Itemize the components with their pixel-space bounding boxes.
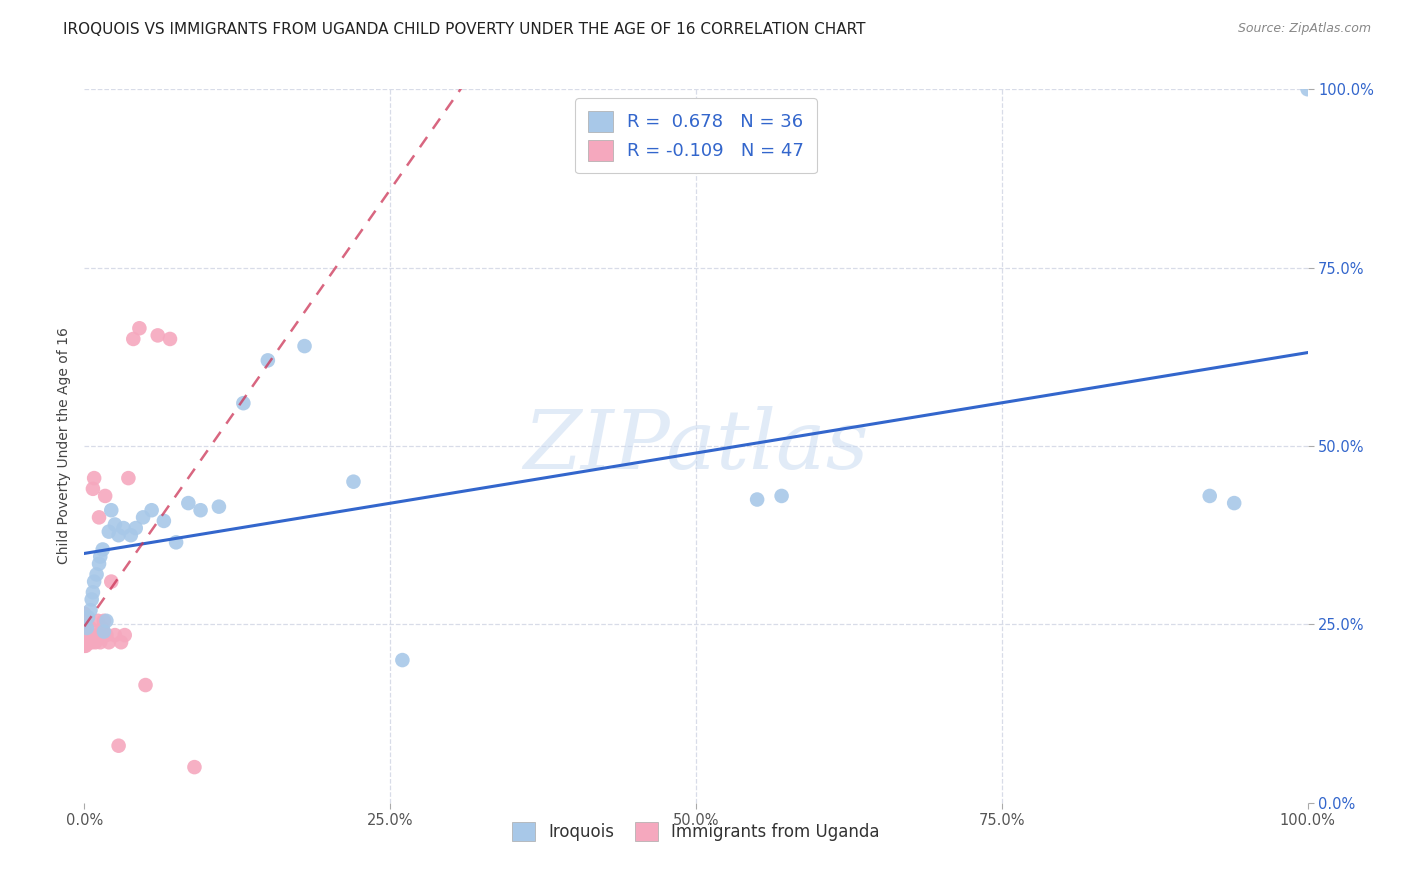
Point [183,760,205,774]
Point [73,639,96,653]
Point [132,510,155,524]
Point [100,503,122,517]
Point [391,653,413,667]
Point [75,624,97,639]
Point [153,514,176,528]
Point [114,628,136,642]
Point [75,632,97,646]
Point [1198,489,1220,503]
Point [73,624,96,639]
Point [190,503,212,517]
Point [87,614,110,628]
Point [294,339,316,353]
Point [104,628,127,642]
Point [146,328,169,343]
Point [93,614,115,628]
Point [79,635,101,649]
Point [84,635,107,649]
Text: ZIPatlas: ZIPatlas [523,406,869,486]
Point [97,524,120,539]
Point [120,528,142,542]
Point [342,475,364,489]
Point [104,517,127,532]
Point [89,635,111,649]
Point [125,521,148,535]
Point [112,521,135,535]
Point [257,353,280,368]
Point [80,592,103,607]
Legend: Iroquois, Immigrants from Uganda: Iroquois, Immigrants from Uganda [505,815,887,848]
Point [73,607,96,621]
Point [73,632,96,646]
Point [73,628,96,642]
Point [73,610,96,624]
Point [107,528,129,542]
Point [86,628,108,642]
Point [76,628,98,642]
Point [177,496,200,510]
Point [77,632,100,646]
Point [117,471,139,485]
Point [73,614,96,628]
Point [91,621,114,635]
Point [76,621,98,635]
Point [1223,496,1246,510]
Point [141,503,163,517]
Point [122,332,145,346]
Point [94,489,117,503]
Point [82,585,104,599]
Point [90,628,112,642]
Point [73,621,96,635]
Point [89,549,111,564]
Point [165,535,187,549]
Point [747,492,769,507]
Point [128,321,150,335]
Point [79,621,101,635]
Point [83,471,105,485]
Point [135,678,157,692]
Point [93,624,115,639]
Point [77,628,100,642]
Point [86,567,108,582]
Point [73,617,96,632]
Point [97,635,120,649]
Point [232,396,254,410]
Point [73,635,96,649]
Point [770,489,793,503]
Point [96,628,118,642]
Point [77,610,100,624]
Point [83,574,105,589]
Point [96,614,118,628]
Point [87,510,110,524]
Point [75,639,97,653]
Point [82,482,104,496]
Point [107,739,129,753]
Point [110,635,132,649]
Text: Source: ZipAtlas.com: Source: ZipAtlas.com [1237,22,1371,36]
Point [79,603,101,617]
Point [87,557,110,571]
Point [100,574,122,589]
Point [76,635,98,649]
Point [77,635,100,649]
Point [91,542,114,557]
Point [159,332,181,346]
Point [208,500,231,514]
Point [80,635,103,649]
Y-axis label: Child Poverty Under the Age of 16: Child Poverty Under the Age of 16 [58,327,72,565]
Point [77,635,100,649]
Text: IROQUOIS VS IMMIGRANTS FROM UGANDA CHILD POVERTY UNDER THE AGE OF 16 CORRELATION: IROQUOIS VS IMMIGRANTS FROM UGANDA CHILD… [63,22,866,37]
Point [1296,82,1319,96]
